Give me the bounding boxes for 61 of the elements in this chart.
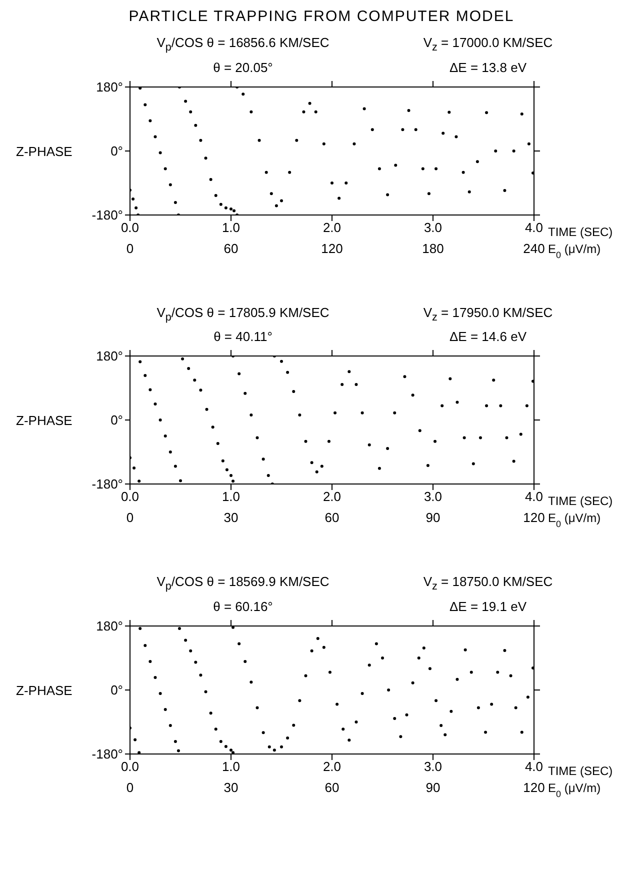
x-tick-label: 3.0 (424, 489, 442, 504)
text: V$_{z}$ = 18750.0 KM/SEC (422, 573, 554, 595)
x-tick-label: 1.0 (222, 759, 240, 774)
y-axis-title: Z-PHASE (16, 682, 73, 698)
x2-tick-label: 90 (426, 780, 440, 795)
x2-tick-label: 30 (224, 510, 238, 526)
x2-axis-title: E$_{0}$ (μV/m) (548, 780, 601, 799)
x-axis-title: TIME (SEC) (548, 494, 613, 508)
chart-title: PARTICLE TRAPPING FROM COMPUTER MODEL (128, 8, 516, 25)
y-axis-title: Z-PHASE (16, 144, 73, 159)
x2-tick-label: 90 (426, 510, 440, 526)
y-tick-label: -180° (92, 746, 123, 762)
x2-tick-label: 0 (126, 780, 134, 795)
x-tick-label: 3.0 (424, 759, 442, 774)
x2-tick-label: 0 (126, 510, 134, 526)
x-tick-label: 2.0 (322, 759, 342, 774)
x-axis-title: TIME (SEC) (548, 764, 613, 778)
text: V$_{p}$/COS θ = 18569.9 KM/SEC (156, 573, 330, 595)
text: θ = 20.05° (212, 58, 274, 77)
x2-tick-label: 30 (224, 780, 238, 795)
text: V$_{z}$ = 17000.0 KM/SEC (422, 34, 554, 56)
text: ΔE = 19.1 eV (448, 598, 528, 616)
y-tick-label: 0° (110, 412, 123, 428)
y-tick-label: -180° (92, 207, 123, 222)
x-tick-label: 1.0 (222, 489, 240, 504)
x-tick-label: 4.0 (524, 220, 544, 235)
x-tick-label: 1.0 (222, 220, 240, 235)
x-tick-label: 0.0 (120, 220, 140, 235)
y-tick-label: 0° (110, 143, 123, 158)
x2-tick-label: 60 (224, 240, 238, 256)
x2-tick-label: 240 (523, 240, 545, 256)
y-axis-title: Z-PHASE (16, 413, 73, 428)
x2-tick-label: 0 (126, 240, 134, 256)
x2-tick-label: 60 (324, 780, 340, 795)
x2-tick-label: 180 (422, 240, 444, 256)
text: θ = 40.11° (212, 328, 274, 346)
text: ΔE = 14.6 eV (448, 328, 528, 346)
x-tick-label: 3.0 (424, 220, 442, 235)
text: V$_{z}$ = 17950.0 KM/SEC (422, 304, 554, 326)
x2-axis-title: E$_{0}$ (μV/m) (548, 242, 601, 260)
x-tick-label: 0.0 (120, 489, 140, 504)
y-tick-label: 180° (96, 348, 123, 364)
x2-tick-label: 120 (523, 780, 545, 795)
x2-tick-label: 120 (321, 240, 343, 256)
x-axis-title: TIME (SEC) (548, 224, 613, 239)
text: V$_{p}$/COS θ = 17805.9 KM/SEC (156, 304, 330, 326)
x2-tick-label: 60 (324, 510, 340, 526)
x-tick-label: 2.0 (322, 489, 342, 504)
text: ΔE = 13.8 eV (448, 58, 528, 77)
text: θ = 60.16° (212, 598, 274, 616)
x-tick-label: 4.0 (524, 489, 544, 504)
y-tick-label: 0° (110, 682, 123, 698)
x-tick-label: 0.0 (120, 759, 140, 774)
x-tick-label: 2.0 (322, 220, 342, 235)
x2-axis-title: E$_{0}$ (μV/m) (548, 511, 601, 530)
y-tick-label: 180° (96, 618, 123, 634)
y-tick-label: 180° (96, 79, 123, 94)
text: V$_{p}$/COS θ = 16856.6 KM/SEC (156, 34, 330, 56)
y-tick-label: -180° (92, 476, 123, 492)
x2-tick-label: 120 (523, 510, 545, 526)
x-tick-label: 4.0 (524, 759, 544, 774)
